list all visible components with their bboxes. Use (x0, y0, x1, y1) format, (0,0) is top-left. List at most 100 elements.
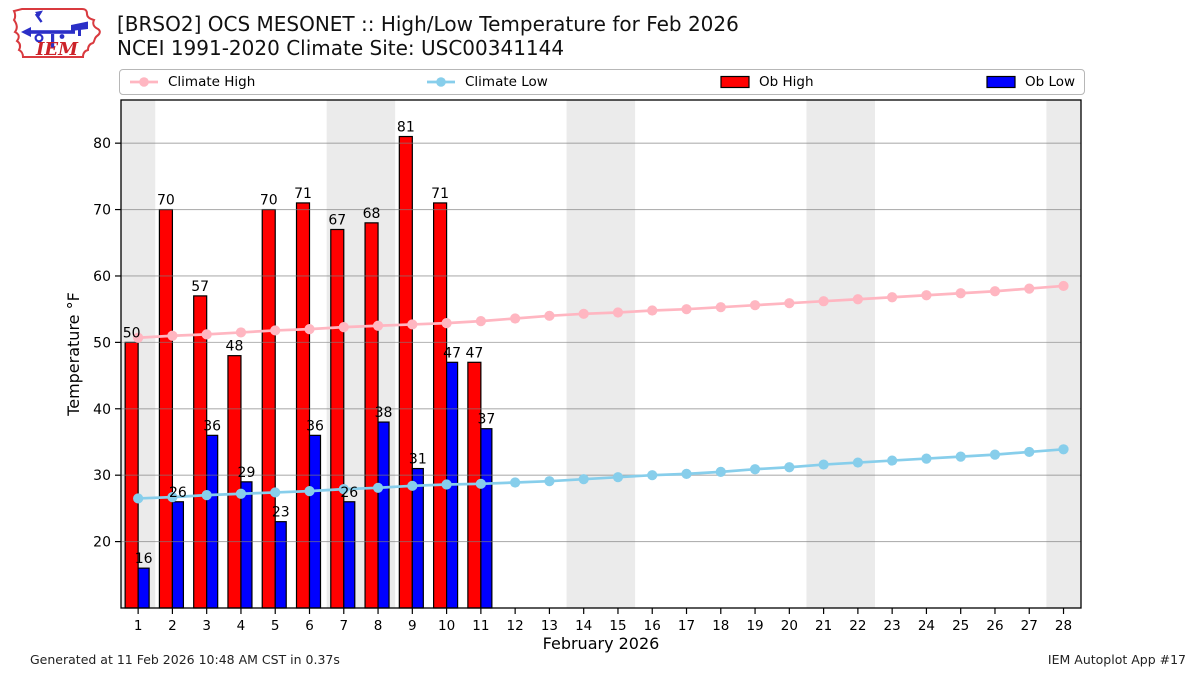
ob-low-swatch-icon (986, 75, 1016, 89)
climate-high-swatch-icon (130, 77, 158, 87)
climate-marker (715, 302, 726, 313)
climate-marker (167, 492, 178, 503)
ob-high-label: 71 (431, 186, 449, 202)
ob-low-bar (137, 567, 150, 609)
legend-item-ob-low: Ob Low (986, 70, 1075, 94)
climate-marker (475, 478, 486, 489)
x-tick-label: 10 (438, 618, 455, 634)
x-tick-label: 18 (712, 618, 729, 634)
ob-high-bar (432, 202, 448, 609)
climate-marker (681, 468, 692, 479)
chart-legend: Climate High Climate Low Ob High Ob Low (119, 69, 1085, 95)
legend-item-ob-high: Ob High (720, 70, 814, 94)
weekend-band (806, 100, 876, 608)
climate-marker (1058, 444, 1069, 455)
y-axis-label: Temperature °F (64, 292, 83, 417)
climate-marker (921, 453, 932, 464)
ob-high-label: 68 (363, 206, 381, 222)
ob-low-bar (343, 501, 356, 609)
ob-low-label: 26 (340, 485, 358, 501)
x-tick-label: 1 (134, 618, 143, 634)
climate-marker (612, 307, 624, 318)
ob-high-bar (227, 355, 242, 609)
x-tick-label: 22 (849, 618, 866, 634)
x-tick-label: 19 (746, 618, 763, 634)
climate-marker (544, 310, 555, 321)
x-tick-label: 26 (986, 618, 1003, 634)
ob-high-label: 70 (260, 193, 278, 209)
weather-vane-icon (21, 10, 88, 48)
climate-marker (201, 329, 212, 340)
x-tick-label: 25 (952, 618, 969, 634)
climate-marker (441, 318, 452, 329)
climate-marker (338, 322, 349, 333)
x-tick-label: 13 (541, 618, 558, 634)
x-tick-label: 23 (884, 618, 901, 634)
climate-marker (407, 319, 418, 330)
ob-low-label: 23 (272, 505, 290, 521)
ob-low-label: 47 (443, 345, 461, 361)
climate-marker (304, 486, 315, 497)
climate-marker (749, 464, 761, 475)
climate-marker (235, 327, 247, 338)
climate-marker (989, 449, 1001, 460)
ob-low-bar (274, 521, 287, 609)
app-credit: IEM Autoplot App #17 (1047, 652, 1186, 667)
climate-marker (852, 457, 863, 468)
x-tick-label: 8 (374, 618, 383, 634)
legend-item-climate-high: Climate High (129, 70, 255, 94)
y-tick-label: 40 (93, 402, 111, 418)
x-tick-label: 5 (271, 618, 280, 634)
climate-marker (475, 316, 486, 327)
ob-low-label: 38 (375, 405, 393, 421)
y-tick-label: 60 (93, 269, 111, 285)
climate-marker (338, 484, 349, 495)
ob-high-label: 71 (294, 186, 312, 202)
ob-high-label: 47 (465, 345, 483, 361)
x-tick-label: 3 (202, 618, 211, 634)
climate-marker (887, 455, 898, 466)
legend-label-climate-low: Climate Low (465, 74, 548, 90)
y-tick-label: 20 (93, 535, 111, 551)
climate-marker (887, 292, 898, 303)
x-tick-label: 20 (781, 618, 798, 634)
weekend-band (566, 100, 636, 608)
x-tick-label: 21 (815, 618, 832, 634)
ob-high-label: 70 (157, 193, 175, 209)
ob-low-bar (240, 481, 253, 609)
ob-low-bar (377, 421, 390, 609)
climate-marker (544, 476, 555, 487)
climate-marker (304, 323, 315, 335)
ob-high-label: 81 (397, 120, 415, 136)
legend-item-climate-low: Climate Low (426, 70, 548, 94)
ob-high-bar (295, 202, 311, 609)
x-tick-label: 24 (918, 618, 935, 634)
climate-marker (1058, 280, 1069, 292)
climate-marker (407, 480, 418, 491)
climate-marker (681, 304, 692, 315)
climate-marker (270, 487, 281, 498)
x-tick-label: 15 (609, 618, 626, 634)
climate-marker (510, 313, 521, 324)
climate-marker (647, 305, 658, 316)
y-tick-label: 50 (93, 335, 111, 351)
climate-marker (441, 479, 452, 490)
ob-high-label: 48 (226, 339, 244, 355)
ob-high-bar (398, 135, 413, 609)
climate-marker (372, 482, 384, 493)
ob-low-bar (480, 428, 493, 609)
x-tick-label: 2 (168, 618, 177, 634)
climate-marker (818, 296, 829, 307)
climate-marker (578, 474, 589, 485)
ob-low-bar (171, 501, 185, 609)
climate-low-swatch-icon (427, 77, 455, 87)
climate-marker (989, 286, 1001, 297)
x-tick-label: 11 (472, 618, 489, 634)
ob-low-label: 26 (169, 485, 187, 501)
x-tick-label: 16 (644, 618, 661, 634)
climate-marker (270, 325, 281, 336)
weekend-band (1046, 100, 1081, 608)
climate-marker (1024, 446, 1035, 458)
climate-marker (510, 477, 521, 488)
